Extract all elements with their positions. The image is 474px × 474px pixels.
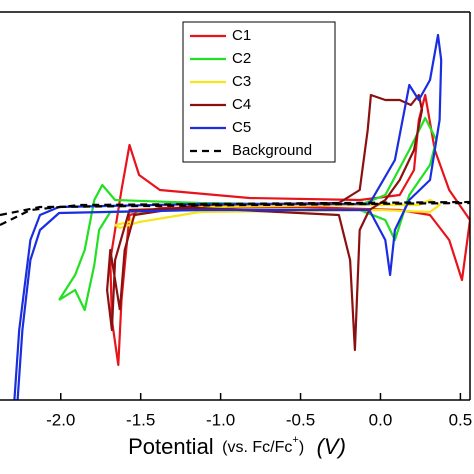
- x-tick-label: -0.5: [286, 410, 315, 429]
- series-line: [0, 200, 470, 226]
- x-tick-label: 0.5: [449, 410, 473, 429]
- x-label-close: ): [299, 439, 304, 456]
- frame: [0, 11, 471, 401]
- series-line: [58, 116, 438, 312]
- series-line: [106, 93, 424, 352]
- legend-label: C5: [232, 119, 251, 136]
- legend-label: C2: [232, 50, 251, 67]
- x-tick-label: -1.0: [206, 410, 235, 429]
- x-tick-label: -2.0: [46, 410, 75, 429]
- legend-label: C1: [232, 27, 251, 44]
- plot-area: [0, 33, 470, 400]
- x-tick-label: -1.5: [126, 410, 155, 429]
- x-axis-label: Potential (vs. Fc/Fc+) (V): [128, 434, 346, 459]
- legend-label: C4: [232, 96, 251, 113]
- x-label-main: Potential: [128, 434, 214, 459]
- x-label-unit: (V): [317, 434, 346, 459]
- legend-label: Background: [232, 142, 312, 159]
- legend-label: C3: [232, 73, 251, 90]
- legend-box: [182, 21, 336, 163]
- x-tick-label: 0.0: [369, 410, 393, 429]
- x-label-sup: +: [292, 434, 298, 446]
- series-line: [13, 33, 443, 400]
- x-label-note: (vs. Fc/Fc: [222, 439, 292, 456]
